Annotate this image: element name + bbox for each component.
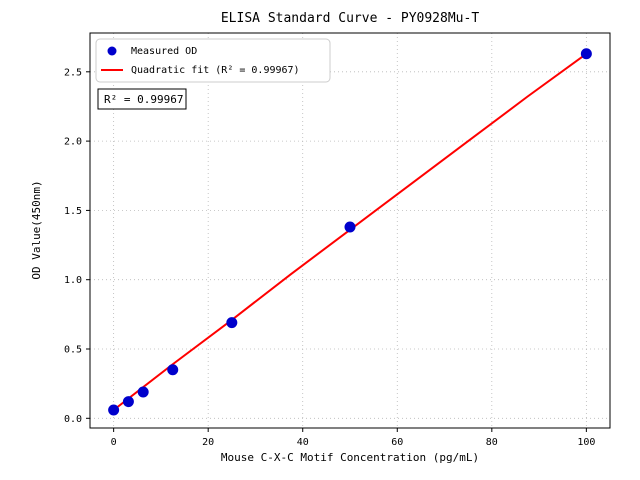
x-axis-label: Mouse C-X-C Motif Concentration (pg/mL) <box>221 451 479 464</box>
r-squared-annotation: R² = 0.99967 <box>97 88 187 110</box>
r-squared-annotation-text: R² = 0.99967 <box>104 93 183 106</box>
measured-od-data-point <box>108 404 120 416</box>
y-tick-label: 1.5 <box>64 206 82 217</box>
legend: Measured OD Quadratic fit (R² = 0.99967) <box>95 38 331 83</box>
y-tick-label: 2.0 <box>64 137 82 148</box>
x-tick-label: 80 <box>486 437 498 448</box>
measured-od-data-point <box>580 48 592 60</box>
x-tick-label: 100 <box>577 437 595 448</box>
x-tick-label: 20 <box>202 437 214 448</box>
grid-layer <box>90 33 610 428</box>
y-tick-label: 2.5 <box>64 67 82 78</box>
y-tick-label: 0.5 <box>64 345 82 356</box>
r-squared-annotation-box <box>97 88 187 110</box>
x-tick-label: 60 <box>391 437 403 448</box>
series-layer <box>108 48 592 416</box>
y-tick-label: 1.0 <box>64 275 82 286</box>
measured-od-data-point <box>122 396 134 408</box>
measured-od-data-point <box>137 386 149 398</box>
legend-label-measured-od: Measured OD <box>131 46 197 57</box>
legend-marker-measured-od <box>107 46 117 56</box>
tick-layer: 0 20 40 60 80 100 0.0 0.5 1.0 1.5 2.0 2.5 <box>64 67 595 448</box>
y-tick-label: 0.0 <box>64 414 82 425</box>
x-tick-label: 0 <box>111 437 117 448</box>
y-axis-label: OD Value(450nm) <box>30 180 43 279</box>
measured-od-data-point <box>167 364 179 376</box>
legend-box <box>95 38 331 83</box>
legend-label-quadratic-fit: Quadratic fit (R² = 0.99967) <box>131 65 300 76</box>
chart-title: ELISA Standard Curve - PY0928Mu-T <box>221 11 479 26</box>
measured-od-data-point <box>226 317 238 329</box>
x-tick-label: 40 <box>297 437 309 448</box>
plot-frame <box>89 32 611 429</box>
measured-od-data-point <box>344 221 356 233</box>
